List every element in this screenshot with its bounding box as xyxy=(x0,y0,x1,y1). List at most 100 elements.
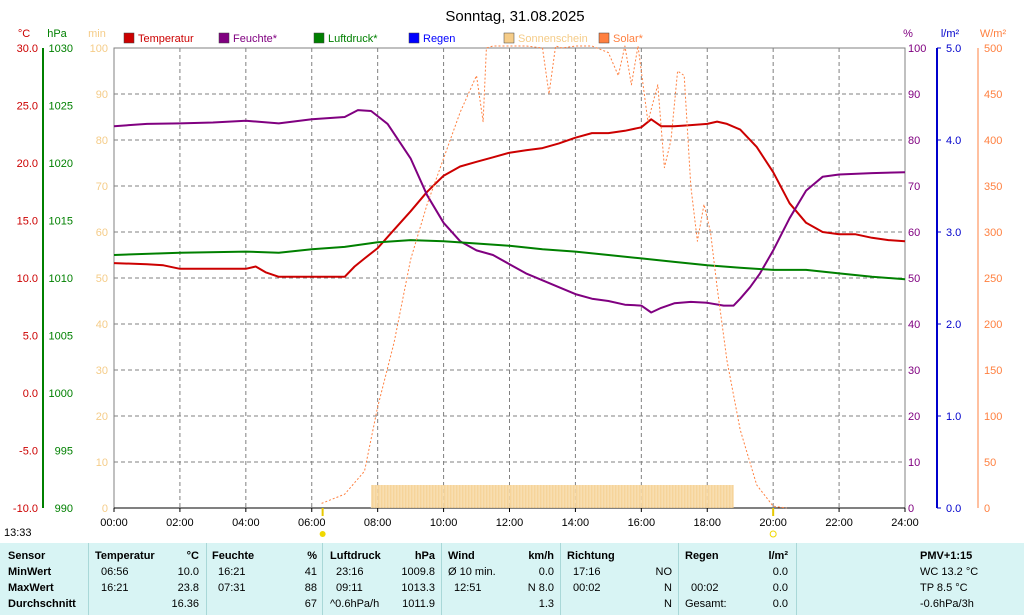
series-line-hum xyxy=(113,109,906,314)
dewpoint-value: TP 8.5 °C xyxy=(920,582,968,594)
x-tick-label: 00:00 xyxy=(100,517,128,529)
temp-min-time: 06:56 xyxy=(101,566,129,578)
hum-avg: 67 xyxy=(304,598,317,610)
hum-max-time: 07:31 xyxy=(218,582,246,594)
min-tick-label: 50 xyxy=(96,273,108,285)
min-unit-label: min xyxy=(88,28,106,40)
rain-tick-label: 4.0 xyxy=(946,135,961,147)
chart-legend: Temperatur Feuchte* Luftdruck* Regen Sonnens… xyxy=(123,32,644,45)
solar-tick-label: 50 xyxy=(984,457,996,469)
sunshine-band xyxy=(371,485,734,508)
hum-tick-label: 20 xyxy=(908,411,920,423)
chart-axes: 00:00 02:00 04:00 06:00 08:00 10:00 12:00 14:00… xyxy=(13,28,1006,538)
windchill-value: WC 13.2 °C xyxy=(920,566,979,578)
temp-unit: °C xyxy=(186,550,199,562)
x-tick-label: 14:00 xyxy=(562,517,590,529)
rain-tick-label: 5.0 xyxy=(946,43,961,55)
press-tick-label: 1020 xyxy=(49,158,73,170)
series-line-temp xyxy=(113,118,906,278)
legend-swatch xyxy=(503,32,515,44)
rain-tick-label: 0.0 xyxy=(946,503,961,515)
sunset-icon xyxy=(769,530,777,538)
press-min-time: 23:16 xyxy=(336,566,364,578)
press-tick-label: 1030 xyxy=(49,43,73,55)
legend-label: Temperatur xyxy=(138,33,194,45)
solar-tick-label: 400 xyxy=(984,135,1002,147)
x-tick-label: 06:00 xyxy=(298,517,326,529)
temp-tick-label: 5.0 xyxy=(23,331,38,343)
hum-min-time: 16:21 xyxy=(218,566,246,578)
wind-avg-label: Ø 10 min. xyxy=(448,566,496,578)
rain-tick-label: 2.0 xyxy=(946,319,961,331)
dir-max: N xyxy=(664,582,672,594)
chart-series xyxy=(113,45,906,509)
rain-max-time: 00:02 xyxy=(691,582,719,594)
x-tick-label: 12:00 xyxy=(496,517,524,529)
rain-min: 0.0 xyxy=(772,566,788,578)
wind-avg: 1.3 xyxy=(538,598,554,610)
rain-tick-label: 1.0 xyxy=(946,411,961,423)
row-label-avg: Durchschnitt xyxy=(8,598,76,610)
hum-tick-label: 80 xyxy=(908,135,920,147)
x-tick-label: 18:00 xyxy=(693,517,721,529)
min-tick-label: 90 xyxy=(96,89,108,101)
pressure-trend-3h: -0.6hPa/3h xyxy=(920,598,974,610)
press-header: Luftdruck xyxy=(330,550,381,562)
pmv-header: PMV+1:15 xyxy=(920,550,973,562)
min-tick-label: 0 xyxy=(102,503,108,515)
dir-header: Richtung xyxy=(567,550,615,562)
hum-min: 41 xyxy=(304,566,317,578)
hum-tick-label: 40 xyxy=(908,319,920,331)
current-time: 13:33 xyxy=(4,527,32,539)
hum-tick-label: 90 xyxy=(908,89,920,101)
hum-header: Feuchte xyxy=(212,550,255,562)
press-min: 1009.8 xyxy=(401,566,435,578)
hum-tick-label: 10 xyxy=(908,457,920,469)
temp-unit-label: °C xyxy=(18,28,30,40)
hum-max: 88 xyxy=(304,582,317,594)
min-tick-label: 10 xyxy=(96,457,108,469)
press-tick-label: 1010 xyxy=(49,273,73,285)
temp-min: 10.0 xyxy=(177,566,199,578)
dir-min-time: 17:16 xyxy=(573,566,601,578)
hum-tick-label: 30 xyxy=(908,365,920,377)
hum-tick-label: 60 xyxy=(908,227,920,239)
solar-tick-label: 450 xyxy=(984,89,1002,101)
hum-tick-label: 0 xyxy=(908,503,914,515)
series-line-solar xyxy=(321,45,787,509)
series-line-press xyxy=(113,239,906,281)
wind-header: Wind xyxy=(448,550,475,562)
solar-tick-label: 200 xyxy=(984,319,1002,331)
press-max: 1013.3 xyxy=(401,582,435,594)
temp-tick-label: -10.0 xyxy=(13,503,38,515)
legend-label: Sonnenschein xyxy=(518,33,588,45)
press-tick-label: 1005 xyxy=(49,331,73,343)
legend-swatch xyxy=(408,32,420,44)
min-tick-label: 80 xyxy=(96,135,108,147)
press-tick-label: 1000 xyxy=(49,388,73,400)
rain-total-label: Gesamt: xyxy=(685,598,727,610)
legend-label: Luftdruck* xyxy=(328,33,378,45)
min-tick-label: 70 xyxy=(96,181,108,193)
press-tick-label: 1025 xyxy=(49,101,73,113)
temp-avg: 16.36 xyxy=(171,598,199,610)
rain-tick-label: 3.0 xyxy=(946,227,961,239)
temp-tick-label: 25.0 xyxy=(17,101,38,113)
press-tick-label: 990 xyxy=(55,503,73,515)
sensor-header: Sensor xyxy=(8,550,46,562)
solar-tick-label: 350 xyxy=(984,181,1002,193)
solar-tick-label: 150 xyxy=(984,365,1002,377)
wind-max-time: 12:51 xyxy=(454,582,482,594)
chart-grid xyxy=(113,47,906,509)
solar-tick-label: 500 xyxy=(984,43,1002,55)
temp-tick-label: -5.0 xyxy=(19,446,38,458)
hum-tick-label: 100 xyxy=(908,43,926,55)
legend-swatch xyxy=(123,32,135,44)
wind-unit: km/h xyxy=(528,550,554,562)
hum-unit-label: % xyxy=(903,28,913,40)
stats-table: Sensor MinWert MaxWert Durchschnitt Temp… xyxy=(0,543,1024,615)
row-label-max: MaxWert xyxy=(8,582,54,594)
press-unit: hPa xyxy=(414,550,435,562)
sunrise-icon xyxy=(319,531,326,537)
legend-item: Sonnenschein xyxy=(503,32,588,45)
